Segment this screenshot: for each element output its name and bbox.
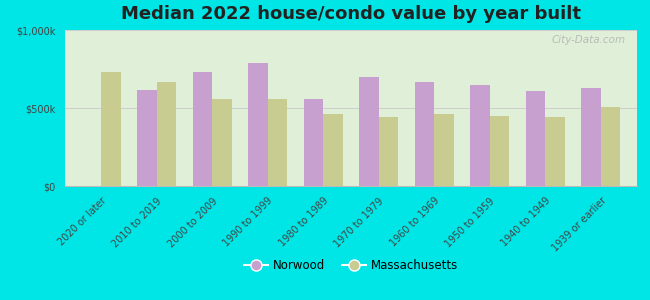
Title: Median 2022 house/condo value by year built: Median 2022 house/condo value by year bu… xyxy=(121,5,581,23)
Bar xyxy=(323,114,343,186)
Bar xyxy=(268,99,287,186)
Bar xyxy=(304,99,323,186)
Bar xyxy=(157,82,176,186)
Bar xyxy=(582,88,601,186)
Bar xyxy=(248,63,268,186)
Bar xyxy=(526,91,545,186)
Bar xyxy=(434,114,454,186)
Bar xyxy=(471,85,490,186)
Bar xyxy=(212,99,231,186)
Bar xyxy=(101,72,120,186)
Bar xyxy=(137,90,157,186)
Bar xyxy=(415,82,434,186)
Bar xyxy=(601,107,620,186)
Bar xyxy=(545,117,565,186)
Bar xyxy=(379,117,398,186)
Legend: Norwood, Massachusetts: Norwood, Massachusetts xyxy=(239,254,463,277)
Bar xyxy=(193,72,212,186)
Text: City-Data.com: City-Data.com xyxy=(551,35,625,45)
Bar xyxy=(490,116,509,186)
Bar xyxy=(359,77,379,186)
